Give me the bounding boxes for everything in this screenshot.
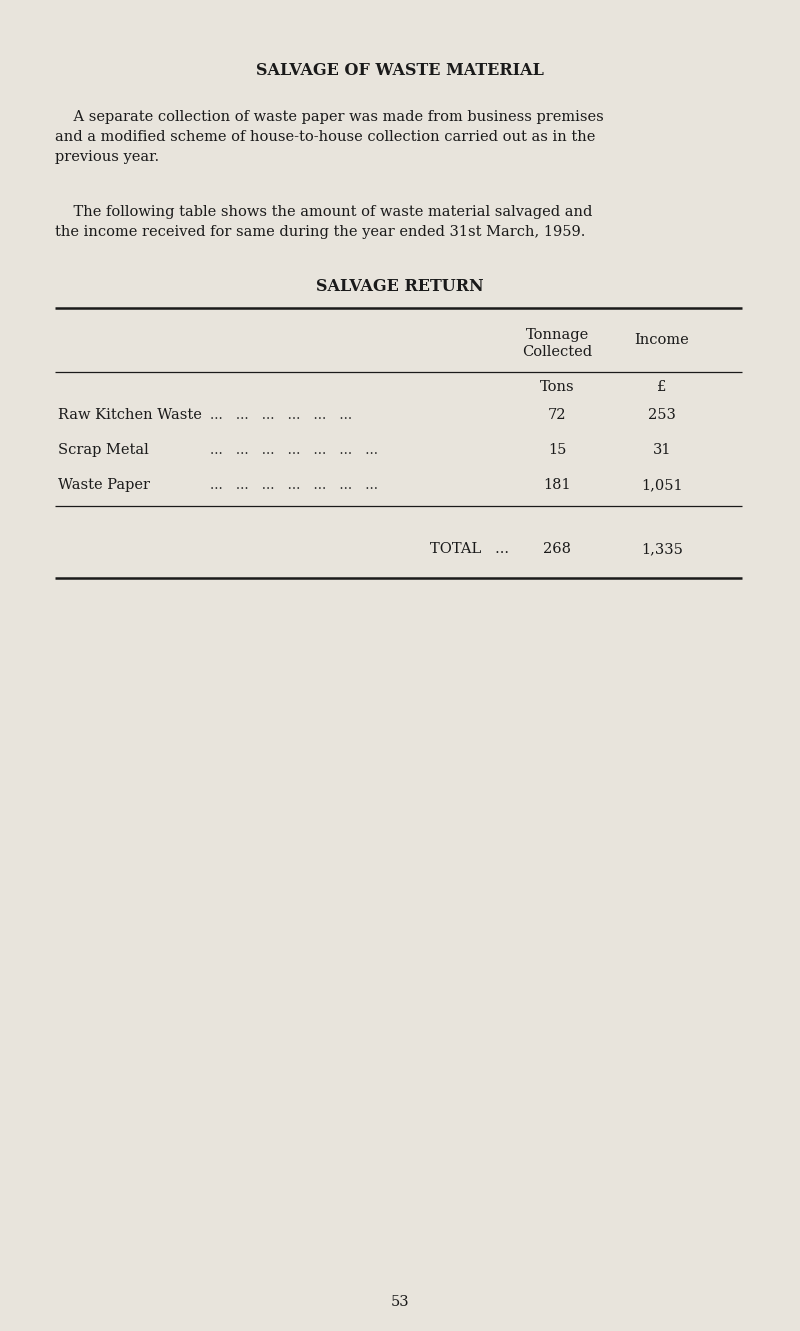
Text: 268: 268 [543, 542, 571, 556]
Text: 72: 72 [548, 409, 566, 422]
Text: Income: Income [634, 333, 690, 347]
Text: Raw Kitchen Waste: Raw Kitchen Waste [58, 409, 202, 422]
Text: 15: 15 [548, 443, 566, 457]
Text: £: £ [658, 379, 666, 394]
Text: 1,051: 1,051 [641, 478, 683, 492]
Text: 53: 53 [390, 1295, 410, 1308]
Text: SALVAGE RETURN: SALVAGE RETURN [316, 278, 484, 295]
Text: Tons: Tons [540, 379, 574, 394]
Text: ...   ...   ...   ...   ...   ...   ...: ... ... ... ... ... ... ... [210, 443, 378, 457]
Text: 253: 253 [648, 409, 676, 422]
Text: The following table shows the amount of waste material salvaged and
the income r: The following table shows the amount of … [55, 205, 592, 240]
Text: Waste Paper: Waste Paper [58, 478, 150, 492]
Text: 1,335: 1,335 [641, 542, 683, 556]
Text: ...   ...   ...   ...   ...   ...: ... ... ... ... ... ... [210, 409, 352, 422]
Text: SALVAGE OF WASTE MATERIAL: SALVAGE OF WASTE MATERIAL [256, 63, 544, 79]
Text: A separate collection of waste paper was made from business premises
and a modif: A separate collection of waste paper was… [55, 110, 604, 164]
Text: Scrap Metal: Scrap Metal [58, 443, 149, 457]
Text: ...   ...   ...   ...   ...   ...   ...: ... ... ... ... ... ... ... [210, 478, 378, 492]
Text: 31: 31 [653, 443, 671, 457]
Text: TOTAL   ...: TOTAL ... [430, 542, 509, 556]
Text: Tonnage
Collected: Tonnage Collected [522, 327, 592, 359]
Text: 181: 181 [543, 478, 571, 492]
